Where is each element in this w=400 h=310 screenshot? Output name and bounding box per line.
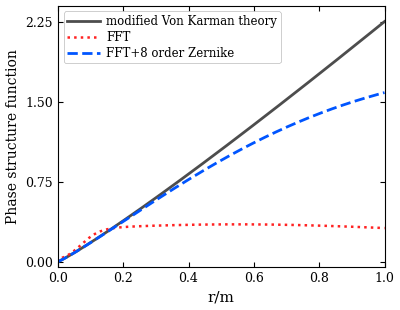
modified Von Karman theory bbox=[316, 73, 321, 76]
modified Von Karman theory bbox=[56, 260, 60, 264]
FFT bbox=[89, 234, 94, 238]
Y-axis label: Phase structure function: Phase structure function bbox=[6, 49, 20, 224]
X-axis label: r/m: r/m bbox=[208, 290, 235, 304]
modified Von Karman theory bbox=[188, 171, 192, 175]
FFT+8 order Zernike bbox=[280, 127, 284, 131]
FFT bbox=[188, 223, 192, 227]
FFT+8 order Zernike bbox=[188, 177, 192, 180]
modified Von Karman theory bbox=[199, 162, 204, 166]
modified Von Karman theory bbox=[280, 101, 284, 105]
FFT+8 order Zernike bbox=[382, 91, 387, 95]
FFT bbox=[280, 223, 285, 227]
Legend: modified Von Karman theory, FFT, FFT+8 order Zernike: modified Von Karman theory, FFT, FFT+8 o… bbox=[64, 11, 281, 64]
FFT bbox=[382, 226, 387, 230]
modified Von Karman theory bbox=[310, 77, 315, 81]
FFT bbox=[316, 224, 321, 228]
FFT bbox=[235, 223, 240, 226]
FFT bbox=[56, 260, 60, 264]
modified Von Karman theory bbox=[89, 240, 94, 244]
Line: FFT: FFT bbox=[58, 224, 384, 262]
FFT bbox=[199, 223, 204, 227]
FFT+8 order Zernike bbox=[56, 260, 60, 264]
Line: modified Von Karman theory: modified Von Karman theory bbox=[58, 22, 384, 262]
FFT+8 order Zernike bbox=[199, 170, 204, 174]
FFT bbox=[310, 224, 315, 227]
FFT+8 order Zernike bbox=[89, 240, 94, 244]
FFT+8 order Zernike bbox=[310, 114, 315, 118]
Line: FFT+8 order Zernike: FFT+8 order Zernike bbox=[58, 93, 384, 262]
FFT+8 order Zernike bbox=[316, 112, 321, 116]
modified Von Karman theory bbox=[382, 20, 387, 24]
